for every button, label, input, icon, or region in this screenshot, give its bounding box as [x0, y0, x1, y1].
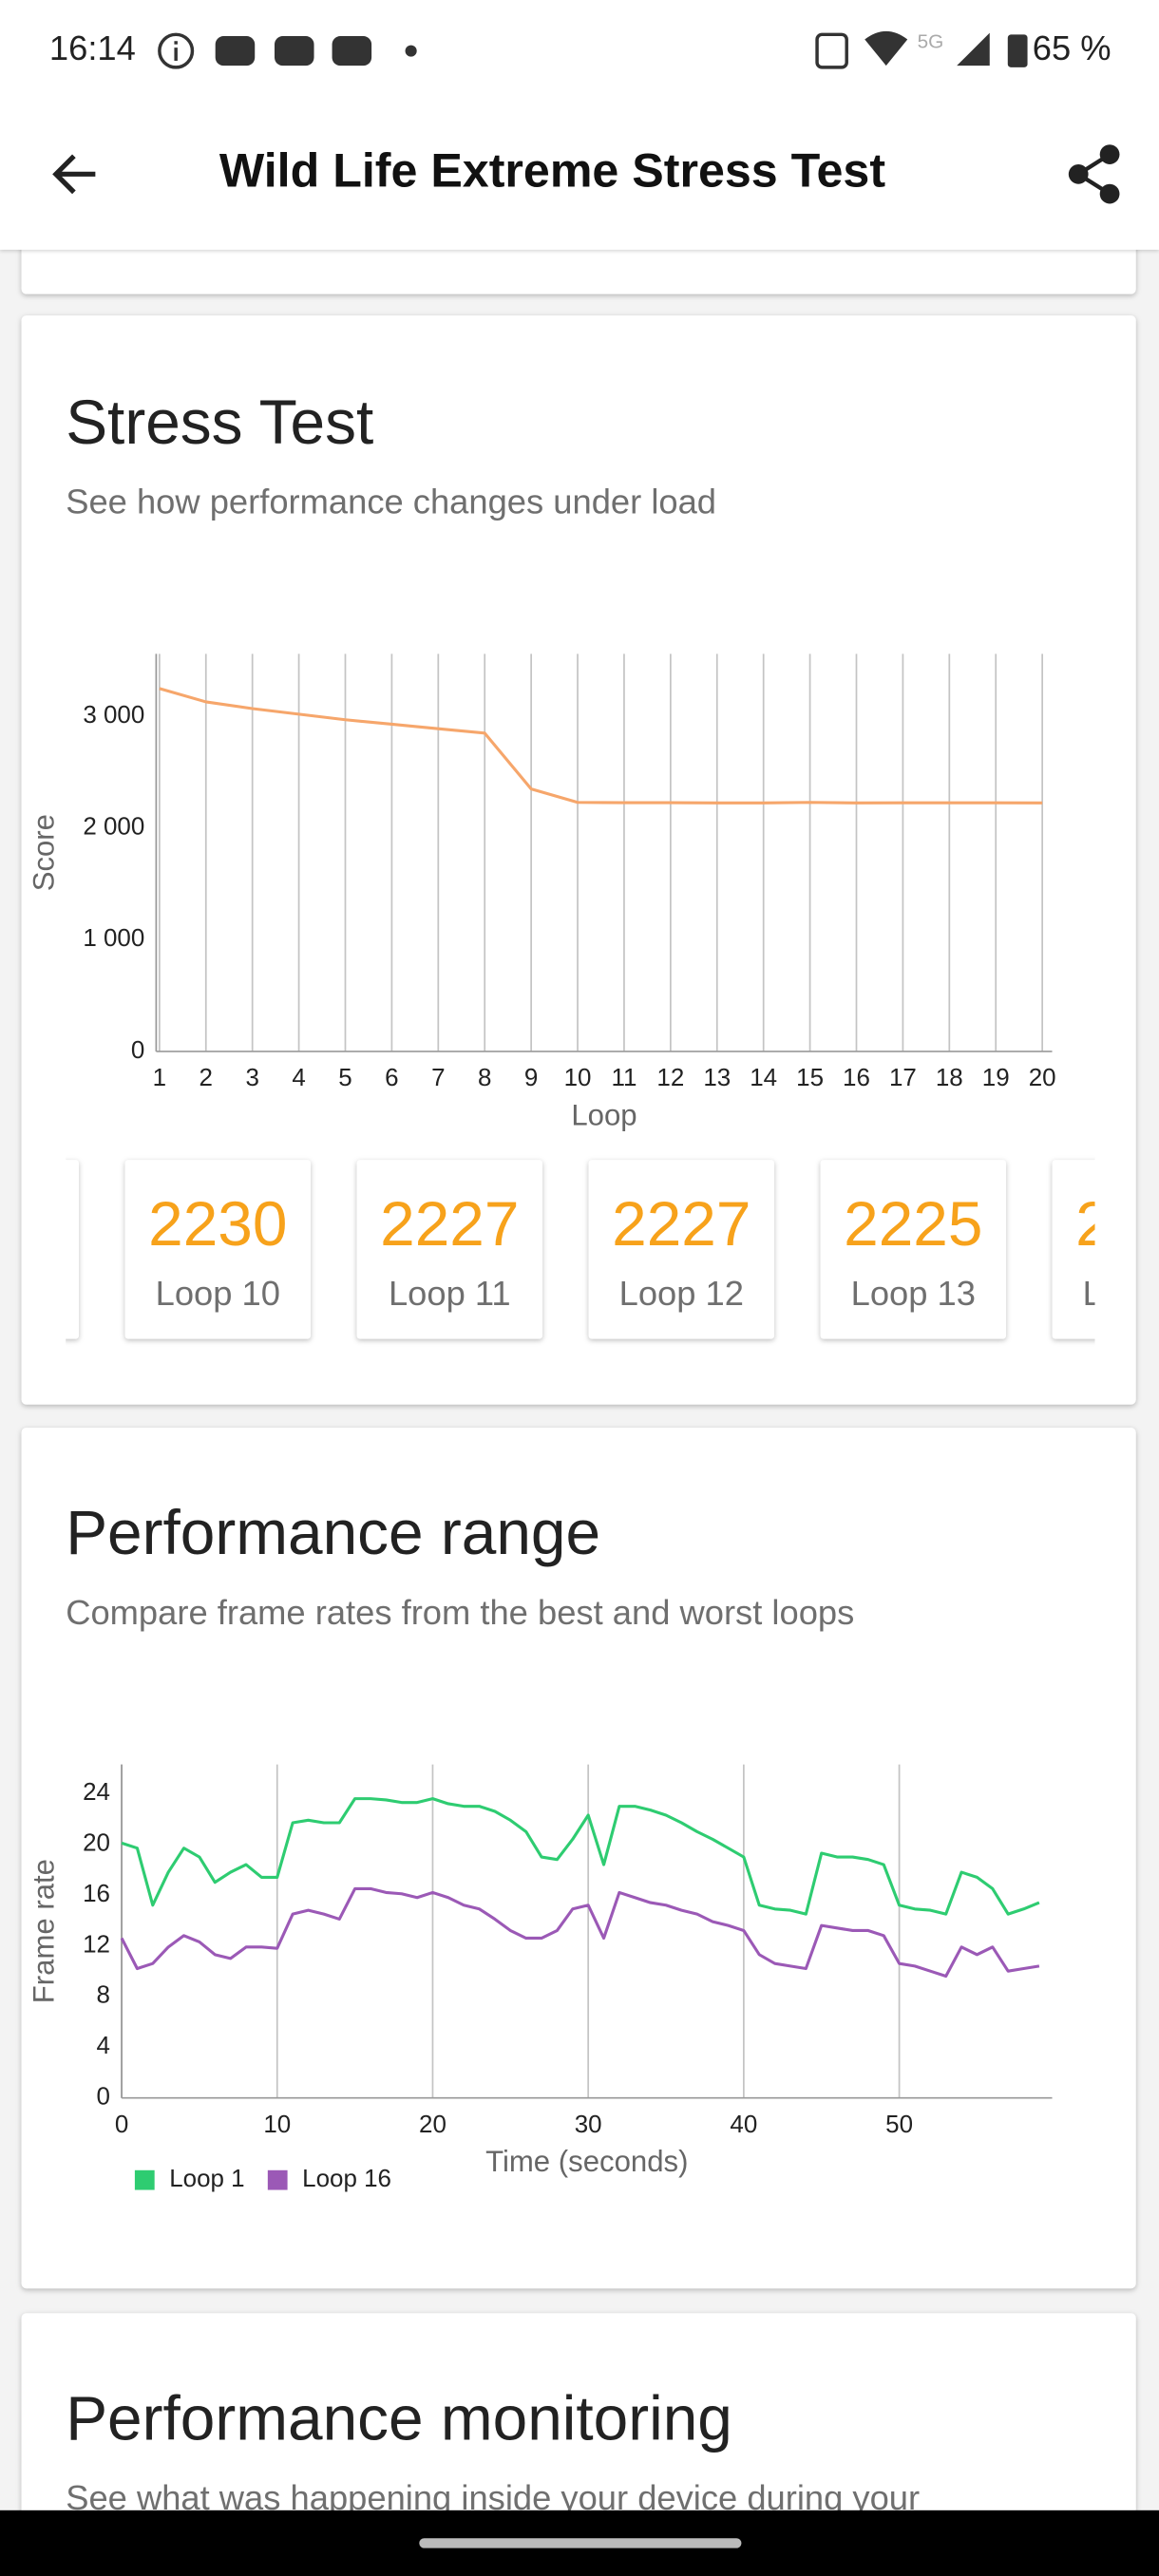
- score-card[interactable]: [356, 1160, 543, 1339]
- battery-level: 65 %: [1033, 28, 1112, 67]
- section-title: Performance monitoring: [66, 2383, 732, 2453]
- page-title: Wild Life Extreme Stress Test: [219, 144, 886, 198]
- x-tick-label: 19: [982, 1065, 1010, 1091]
- score-loop: Loop 13: [851, 1274, 976, 1313]
- back-button[interactable]: [52, 154, 96, 195]
- x-tick-label: 10: [564, 1065, 592, 1091]
- x-tick-label: 50: [885, 2112, 913, 2138]
- x-tick-label: 17: [889, 1065, 917, 1091]
- y-tick-label: 20: [83, 1830, 110, 1857]
- network-type: 5G: [918, 30, 944, 52]
- card: [21, 315, 1136, 1405]
- score-card[interactable]: [820, 1160, 1007, 1339]
- y-tick-label: 4: [97, 2033, 110, 2059]
- x-tick-label: 30: [575, 2112, 602, 2138]
- legend-label: Loop 16: [302, 2166, 391, 2192]
- x-tick-label: 9: [524, 1065, 538, 1091]
- series-line: [159, 687, 1043, 805]
- share-button[interactable]: [1068, 144, 1120, 204]
- y-axis-label: Score: [28, 814, 61, 891]
- score-card[interactable]: [1052, 1160, 1159, 1339]
- x-tick-label: 8: [478, 1065, 491, 1091]
- y-tick-label: 24: [83, 1779, 110, 1806]
- score-value: 2227: [380, 1188, 519, 1259]
- score-loop: Loop 11: [389, 1274, 511, 1313]
- x-tick-label: 4: [292, 1065, 305, 1091]
- x-tick-label: 12: [656, 1065, 684, 1091]
- legend-swatch: [134, 2169, 155, 2190]
- x-tick-label: 2: [200, 1065, 213, 1091]
- x-tick-label: 16: [843, 1065, 870, 1091]
- y-tick-label: 0: [131, 1037, 144, 1064]
- y-tick-label: 3 000: [83, 702, 144, 729]
- x-tick-label: 13: [703, 1065, 731, 1091]
- score-value: 2227: [612, 1188, 750, 1259]
- status-icons: [158, 30, 1028, 69]
- section-subtitle: See how performance changes under load: [66, 483, 716, 521]
- score-loop: Loop 14: [1083, 1274, 1159, 1313]
- score-cards: 2230 Loop 10 2227 Loop 11 2227 Loop 12 2225 Loo…: [0, 1160, 1159, 1339]
- x-tick-label: 40: [730, 2112, 757, 2138]
- x-tick-label: 14: [750, 1065, 777, 1091]
- score-value: 2230: [148, 1188, 287, 1259]
- home-indicator[interactable]: [419, 2538, 742, 2548]
- x-axis-label: Loop: [571, 1098, 636, 1131]
- app-bar: [0, 0, 1159, 250]
- x-tick-label: 1: [153, 1065, 166, 1091]
- y-tick-label: 2 000: [83, 814, 144, 841]
- x-tick-label: 20: [1029, 1065, 1056, 1091]
- x-tick-label: 20: [419, 2112, 446, 2138]
- score-card[interactable]: [0, 1160, 80, 1339]
- score-loop: Loop 12: [619, 1274, 744, 1313]
- legend-label: Loop 1: [169, 2166, 244, 2192]
- score-card[interactable]: [124, 1160, 312, 1339]
- x-tick-label: 11: [611, 1065, 636, 1091]
- score-loop: Loop 10: [156, 1274, 280, 1313]
- x-tick-label: 18: [936, 1065, 963, 1091]
- x-tick-label: 5: [338, 1065, 352, 1091]
- series-line: [120, 1886, 1040, 1979]
- x-tick-label: 15: [796, 1065, 824, 1091]
- series-line: [121, 1797, 1040, 1916]
- score-value: 2225: [1075, 1188, 1159, 1259]
- card: [21, 1428, 1136, 2289]
- legend-swatch: [267, 2169, 288, 2190]
- x-tick-label: 7: [431, 1065, 445, 1091]
- x-tick-label: 0: [115, 2112, 128, 2138]
- x-tick-label: 10: [263, 2112, 291, 2138]
- y-tick-label: 16: [83, 1881, 110, 1907]
- score-value: 2225: [844, 1188, 982, 1259]
- x-axis-label: Time (seconds): [485, 2145, 688, 2178]
- x-tick-label: 6: [385, 1065, 398, 1091]
- status-time: 16:14: [49, 28, 136, 67]
- y-tick-label: 0: [97, 2084, 110, 2111]
- y-tick-label: 8: [97, 1982, 110, 2009]
- x-tick-label: 3: [245, 1065, 258, 1091]
- score-card[interactable]: [588, 1160, 775, 1339]
- section-subtitle: Compare frame rates from the best and wo…: [66, 1593, 854, 1632]
- section-title: Performance range: [66, 1497, 600, 1567]
- y-tick-label: 1 000: [83, 925, 144, 952]
- section-title: Stress Test: [66, 387, 373, 457]
- y-axis-label: Frame rate: [28, 1859, 61, 2003]
- y-tick-label: 12: [83, 1931, 110, 1958]
